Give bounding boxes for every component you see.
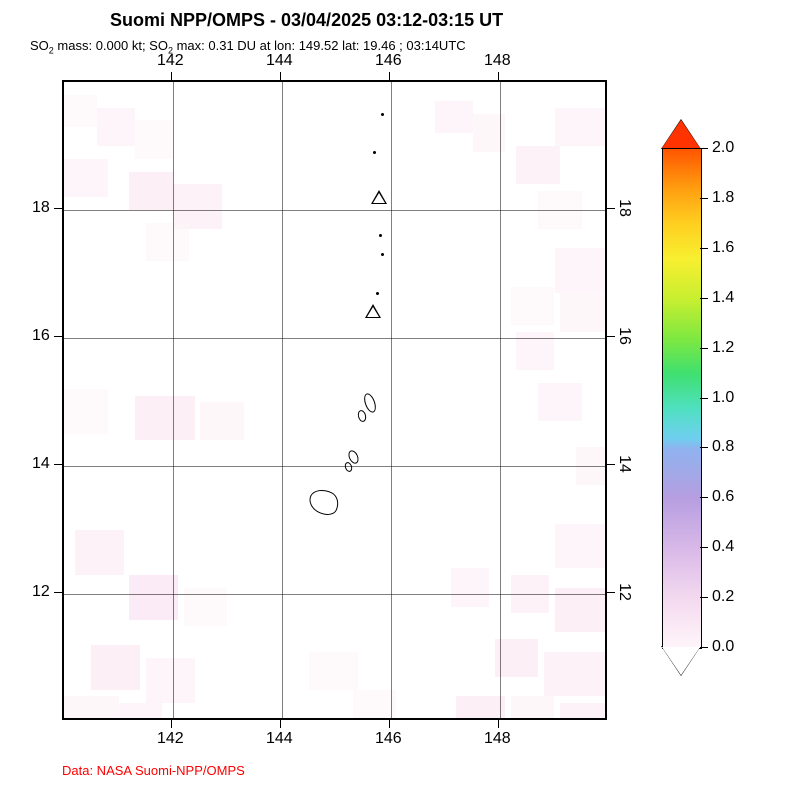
colorbar-tickmark xyxy=(700,547,708,548)
data-cell xyxy=(64,389,108,434)
data-cell xyxy=(75,530,124,575)
colorbar-gradient xyxy=(662,148,702,649)
data-cell xyxy=(435,101,473,133)
data-cell xyxy=(129,172,173,210)
colorbar-over-arrow xyxy=(662,120,700,148)
data-cell xyxy=(353,690,397,720)
data-cell xyxy=(309,652,358,690)
colorbar-tick-label: 0.8 xyxy=(712,438,734,456)
island-outline xyxy=(357,409,368,423)
lon-tick-label: 146 xyxy=(375,52,402,70)
colorbar-tick-label: 1.2 xyxy=(712,339,734,357)
lat-tick-label: 16 xyxy=(615,327,633,345)
data-credit: Data: NASA Suomi-NPP/OMPS xyxy=(62,763,245,778)
gridline-horizontal xyxy=(64,338,605,339)
data-cell xyxy=(511,287,555,325)
island-dot xyxy=(379,234,382,237)
lon-tick-label: 144 xyxy=(266,52,293,70)
colorbar-tick-label: 1.4 xyxy=(712,289,734,307)
island-outline xyxy=(362,392,378,414)
colorbar-tickmark xyxy=(700,497,708,498)
colorbar-tickmark xyxy=(700,597,708,598)
colorbar-tickmark xyxy=(700,248,708,249)
lon-tick-label: 142 xyxy=(157,730,184,748)
lon-tick-label: 144 xyxy=(266,730,293,748)
data-cell xyxy=(456,696,505,720)
lat-tick-label: 18 xyxy=(32,199,50,217)
colorbar-tick-label: 1.8 xyxy=(712,189,734,207)
colorbar-tick-label: 1.0 xyxy=(712,389,734,407)
colorbar-tickmark xyxy=(700,348,708,349)
lat-tick-label: 18 xyxy=(615,199,633,217)
colorbar-tickmark xyxy=(700,398,708,399)
data-cell xyxy=(560,703,607,720)
gridline-vertical xyxy=(173,82,174,718)
data-cell xyxy=(555,248,608,293)
data-cell xyxy=(538,383,582,421)
island-dot xyxy=(376,292,379,295)
colorbar-tick-label: 0.2 xyxy=(712,588,734,606)
colorbar-tickmark xyxy=(700,298,708,299)
data-cell xyxy=(129,575,178,620)
data-cell xyxy=(200,402,244,440)
lon-tick-label: 146 xyxy=(375,730,402,748)
data-cell xyxy=(560,293,607,331)
colorbar-tickmark xyxy=(700,447,708,448)
colorbar-tickmark xyxy=(700,148,708,149)
gridline-vertical xyxy=(282,82,283,718)
colorbar-tickmark xyxy=(700,198,708,199)
map-plot-area xyxy=(62,80,607,720)
colorbar-tick-label: 2.0 xyxy=(712,139,734,157)
colorbar-tick-label: 0.0 xyxy=(712,638,734,656)
data-cell xyxy=(97,108,135,146)
colorbar: 0.00.20.40.60.81.01.21.41.61.82.0PCA SO2… xyxy=(662,120,807,735)
data-cell xyxy=(64,159,108,197)
colorbar-tickmark xyxy=(700,647,708,648)
data-cell xyxy=(516,146,560,184)
gridline-horizontal xyxy=(64,594,605,595)
colorbar-tick-label: 0.4 xyxy=(712,538,734,556)
data-cell xyxy=(64,696,119,720)
lat-tick-label: 16 xyxy=(32,327,50,345)
colorbar-tick-label: 0.6 xyxy=(712,488,734,506)
data-cell xyxy=(451,568,489,606)
gridline-horizontal xyxy=(64,210,605,211)
data-cell xyxy=(135,396,195,441)
data-cell xyxy=(555,524,608,569)
data-cell xyxy=(146,223,190,261)
data-cell xyxy=(555,108,608,146)
island-dot xyxy=(373,151,376,154)
lon-tick-label: 142 xyxy=(157,52,184,70)
island-dot xyxy=(381,113,384,116)
lat-tick-label: 12 xyxy=(615,583,633,601)
lat-tick-label: 14 xyxy=(615,455,633,473)
lat-tick-label: 14 xyxy=(32,455,50,473)
data-cell xyxy=(495,639,539,677)
data-cell xyxy=(119,703,163,720)
island-outline xyxy=(305,485,342,519)
colorbar-tick-label: 1.6 xyxy=(712,239,734,257)
lat-tick-label: 12 xyxy=(32,583,50,601)
data-cell xyxy=(135,120,173,158)
data-cell xyxy=(64,95,97,127)
data-cell xyxy=(544,652,607,697)
gridline-horizontal xyxy=(64,466,605,467)
lon-tick-label: 148 xyxy=(484,730,511,748)
island-dot xyxy=(381,253,384,256)
gridline-vertical xyxy=(500,82,501,718)
chart-title: Suomi NPP/OMPS - 03/04/2025 03:12-03:15 … xyxy=(110,10,503,31)
data-cell xyxy=(146,658,195,703)
data-cell xyxy=(91,645,140,690)
data-cell xyxy=(511,696,555,720)
gridline-vertical xyxy=(391,82,392,718)
lon-tick-label: 148 xyxy=(484,52,511,70)
